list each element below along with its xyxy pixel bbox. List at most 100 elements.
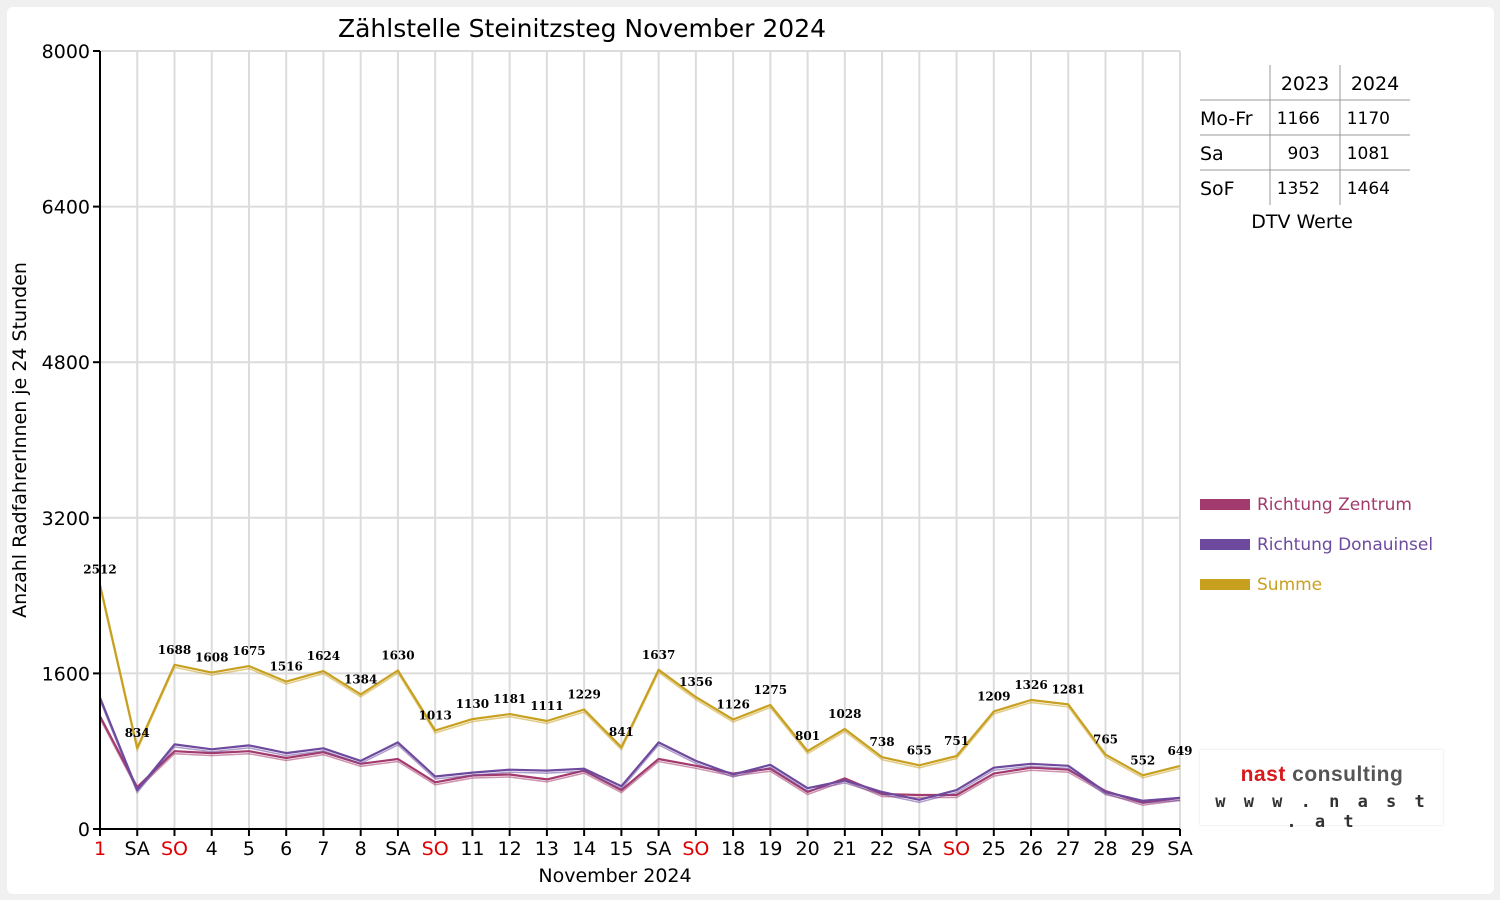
dtv-value-2023: 1352	[1277, 179, 1320, 199]
x-tick-label: SO	[422, 838, 449, 860]
x-tick-label: 19	[758, 838, 782, 860]
data-label: 841	[609, 725, 634, 739]
data-label: 552	[1130, 753, 1155, 767]
data-label: 1111	[530, 699, 563, 713]
x-tick-label: 14	[572, 838, 596, 860]
data-label: 1384	[344, 672, 377, 686]
legend: Richtung Zentrum Richtung Donauinsel Summe	[1200, 495, 1433, 595]
x-tick-label: 6	[280, 838, 292, 860]
data-label: 655	[907, 743, 932, 757]
data-label: 738	[870, 735, 895, 749]
legend-label: Richtung Donauinsel	[1257, 535, 1433, 555]
legend-swatch	[1200, 579, 1250, 590]
x-tick-label: 4	[206, 838, 218, 860]
data-label: 1637	[642, 648, 675, 662]
data-label: 1326	[1014, 678, 1047, 692]
grid-lines	[99, 50, 1181, 829]
x-tick-label: 18	[721, 838, 745, 860]
data-label: 1516	[270, 660, 303, 674]
y-tick-label: 0	[78, 819, 90, 841]
dtv-table: 2023 2024 Mo-Fr 1166 1170 Sa 903 1081 SoF 1352 146…	[1200, 65, 1410, 233]
y-tick-label: 4800	[42, 352, 90, 374]
series-line-shadow-richtung-zentrum	[99, 718, 1181, 806]
x-axis-title: November 2024	[538, 865, 691, 887]
x-tick-label: SA	[1167, 838, 1192, 860]
data-label: 834	[125, 726, 150, 740]
dtv-header-2023: 2023	[1281, 73, 1329, 95]
legend-label: Summe	[1257, 575, 1322, 595]
x-tick-label: 11	[460, 838, 484, 860]
data-label: 751	[944, 734, 969, 748]
data-label: 1229	[567, 687, 600, 701]
data-label: 1028	[828, 707, 861, 721]
data-label: 1688	[158, 643, 191, 657]
data-labels: 2512 834 1688 1608 1675 1516 1624 1384 1630 1013 1…	[83, 563, 1192, 768]
x-tick-label: 25	[982, 838, 1006, 860]
data-label: 2512	[83, 563, 116, 577]
y-tick-label: 6400	[42, 197, 90, 219]
data-label: 1356	[679, 675, 712, 689]
data-label: 1209	[977, 689, 1010, 703]
dtv-row-label: Sa	[1200, 143, 1224, 165]
x-tick-label: 22	[870, 838, 894, 860]
x-tick-label: 27	[1056, 838, 1080, 860]
x-tick-label: 1	[94, 838, 106, 860]
data-label: 1126	[716, 697, 749, 711]
data-label: 765	[1093, 733, 1118, 747]
series-line-shadow-richtung-donauinsel	[99, 699, 1181, 805]
data-label: 1624	[307, 649, 340, 663]
y-axis-title: Anzahl RadfahrerInnen je 24 Stunden	[9, 262, 31, 618]
y-tick-label: 8000	[42, 41, 90, 63]
chart-title: Zählstelle Steinitzsteg November 2024	[338, 14, 826, 43]
legend-swatch	[1200, 499, 1250, 510]
data-label: 649	[1167, 744, 1192, 758]
series-lines	[98, 584, 1181, 806]
x-tick-label: 5	[243, 838, 255, 860]
x-tick-label: SA	[385, 838, 410, 860]
data-label: 1130	[456, 697, 489, 711]
logo-word-consulting: consulting	[1292, 763, 1404, 786]
x-tick-label: SO	[943, 838, 970, 860]
x-tick-label: 21	[833, 838, 857, 860]
x-tick-label: 20	[795, 838, 819, 860]
dtv-header-2024: 2024	[1351, 73, 1399, 95]
dtv-value-2023: 1166	[1277, 109, 1320, 129]
axes: 0 1600 3200 4800 6400 8000 1 SA SO 4 5 6 7 8 SA SO 11 12 1…	[42, 41, 1193, 860]
series-line-richtung-donauinsel	[98, 697, 1181, 802]
y-tick-label: 3200	[42, 508, 90, 530]
series-line-summe	[98, 584, 1181, 777]
x-tick-label: 15	[609, 838, 633, 860]
logo-word-nast: nast	[1240, 763, 1286, 786]
x-tick-label: SO	[161, 838, 188, 860]
series-line-richtung-zentrum	[99, 715, 1181, 804]
dtv-value-2024: 1464	[1347, 179, 1390, 199]
data-label: 1281	[1052, 682, 1085, 696]
x-tick-label: 26	[1019, 838, 1043, 860]
x-tick-label: SO	[682, 838, 709, 860]
x-tick-label: 13	[535, 838, 559, 860]
dtv-row-label: Mo-Fr	[1200, 108, 1253, 130]
legend-swatch	[1200, 539, 1250, 550]
dtv-value-2024: 1081	[1347, 144, 1390, 164]
dtv-value-2024: 1170	[1347, 109, 1390, 129]
data-label: 801	[795, 729, 820, 743]
x-tick-label: SA	[646, 838, 671, 860]
data-label: 1630	[381, 648, 414, 662]
x-tick-label: 12	[498, 838, 522, 860]
x-tick-label: 7	[317, 838, 329, 860]
logo-url: w w w . n a s t . a t	[1215, 792, 1429, 832]
x-tick-label: 29	[1131, 838, 1155, 860]
data-label: 1181	[493, 692, 526, 706]
dtv-value-2023: 903	[1288, 144, 1320, 164]
x-tick-label: 8	[355, 838, 367, 860]
data-label: 1013	[418, 708, 451, 722]
data-label: 1608	[195, 651, 228, 665]
company-logo: nast consulting w w w . n a s t . a t	[1200, 750, 1443, 832]
legend-label: Richtung Zentrum	[1257, 495, 1412, 515]
dtv-row-label: SoF	[1200, 178, 1235, 200]
x-tick-label: SA	[907, 838, 932, 860]
data-label: 1675	[232, 644, 265, 658]
dtv-caption: DTV Werte	[1251, 211, 1353, 233]
